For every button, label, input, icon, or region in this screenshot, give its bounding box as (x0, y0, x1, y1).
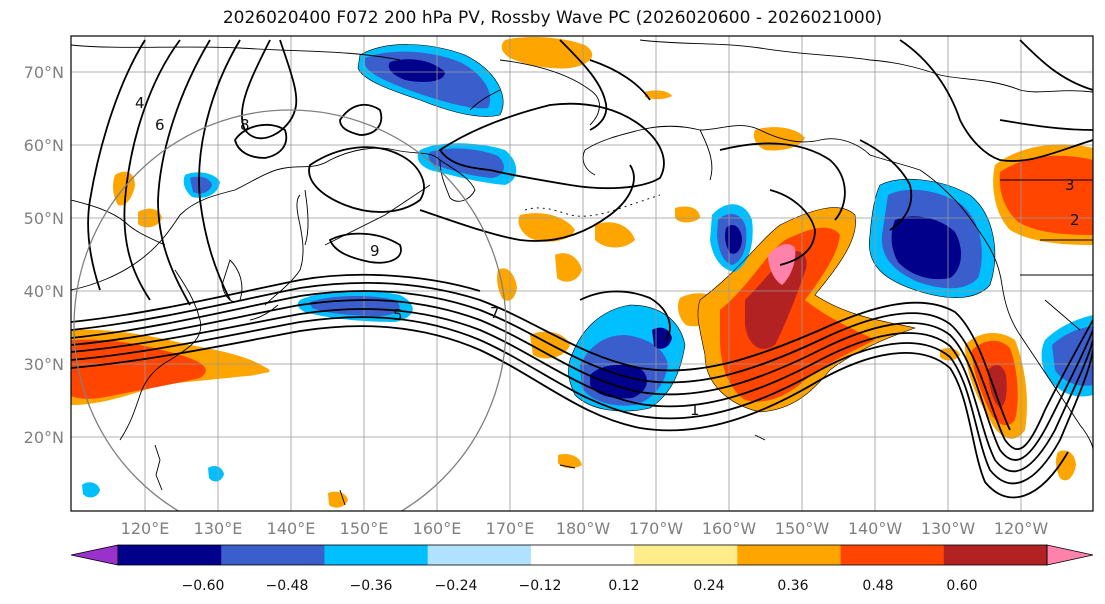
map-frame (70, 35, 1094, 512)
colorbar-tick-label: −0.12 (519, 578, 562, 594)
coastlines (71, 39, 1093, 506)
contour-label: 6 (155, 116, 165, 134)
lat-label: 20°N (24, 428, 64, 447)
lat-label: 50°N (24, 209, 64, 228)
lat-label: 30°N (24, 355, 64, 374)
pv-contours (71, 39, 1093, 499)
latitude-labels: 70°N 60°N 50°N 40°N 30°N 20°N (24, 63, 64, 447)
lon-label: 150°E (340, 519, 389, 538)
lon-label: 120°W (994, 519, 1049, 538)
lon-label: 150°W (775, 519, 830, 538)
figure-title: 2026020400 F072 200 hPa PV, Rossby Wave … (222, 8, 883, 28)
lon-label: 130°W (921, 519, 976, 538)
reference-circle (73, 109, 507, 511)
lon-label: 130°E (194, 519, 243, 538)
lat-label: 60°N (24, 136, 64, 155)
colorbar-segment (118, 545, 222, 565)
contour-label: 7 (490, 304, 500, 322)
colorbar-tick-label: −0.48 (266, 578, 309, 594)
lon-label: 160°E (413, 519, 462, 538)
colorbar-tick-label: 0.48 (862, 578, 893, 594)
colorbar-tick-labels: −0.60 −0.48 −0.36 −0.24 −0.12 0.12 0.24 … (182, 578, 978, 594)
colorbar-tick-label: −0.36 (350, 578, 393, 594)
lon-label: 170°W (629, 519, 684, 538)
lat-label: 40°N (24, 282, 64, 301)
colorbar-segment (737, 545, 842, 565)
lon-label: 170°E (486, 519, 535, 538)
contour-label: 3 (1065, 176, 1075, 194)
lon-label: 120°E (121, 519, 170, 538)
colorbar-segment (634, 545, 738, 565)
contour-label-group: 1 2 3 4 5 6 7 8 9 (135, 94, 1080, 419)
longitude-labels: 120°E 130°E 140°E 150°E 160°E 170°E 180°… (121, 519, 1049, 538)
colorbar-tick-label: −0.24 (435, 578, 478, 594)
lon-label: 140°W (848, 519, 903, 538)
contour-label: 4 (135, 94, 145, 112)
contour-label: 9 (370, 242, 380, 260)
colorbar-extension-low (70, 544, 119, 566)
graticule (71, 36, 1093, 511)
colorbar-segment (530, 545, 635, 565)
colorbar (70, 544, 1094, 566)
colorbar-tick-label: 0.60 (946, 578, 977, 594)
colorbar-extension-high (1046, 544, 1094, 566)
colorbar-segment (427, 545, 532, 565)
colorbar-segment (840, 545, 945, 565)
lat-label: 70°N (24, 63, 64, 82)
colorbar-segment (943, 545, 1048, 565)
colorbar-tick-label: 0.12 (608, 578, 639, 594)
contour-label: 1 (690, 401, 700, 419)
colorbar-tick-label: −0.60 (182, 578, 225, 594)
colorbar-tick-label: 0.36 (777, 578, 808, 594)
contour-label: 2 (1070, 211, 1080, 229)
lon-label: 160°W (702, 519, 757, 538)
anomaly-outlines (357, 44, 996, 413)
colorbar-border (117, 544, 1048, 566)
lon-label: 180°W (556, 519, 611, 538)
lon-label: 140°E (267, 519, 316, 538)
contour-label: 8 (240, 116, 250, 134)
contour-label: 5 (393, 306, 403, 324)
colorbar-segment (324, 545, 429, 565)
colorbar-tick-label: 0.24 (693, 578, 724, 594)
colorbar-segment (221, 545, 325, 565)
